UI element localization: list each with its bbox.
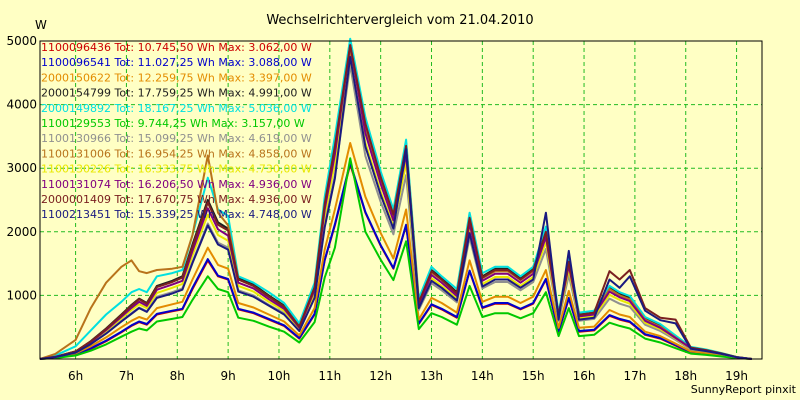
series-line [39, 44, 752, 360]
y-axis-unit: W [35, 18, 47, 32]
x-tick-label: 6h [68, 369, 83, 383]
x-tick-label: 12h [369, 369, 392, 383]
legend-entry: 1100130966 Tot: 15.099,25 Wh Max: 4.619,… [41, 132, 312, 145]
legend-entry: 1100096436 Tot: 10.745,50 Wh Max: 3.062,… [41, 41, 312, 54]
legend-entry: 2000149892 Tot: 18.167,25 Wh Max: 5.036,… [41, 102, 312, 115]
x-tick-label: 17h [623, 369, 646, 383]
series-line [39, 157, 752, 360]
series-line [39, 56, 752, 360]
legend-entry: 2000154799 Tot: 17.759,25 Wh Max: 4.991,… [41, 87, 312, 100]
x-tick-label: 10h [268, 369, 291, 383]
legend-entry: 1100131074 Tot: 16.206,50 Wh Max: 4.936,… [41, 178, 312, 191]
plot-frame [39, 40, 763, 360]
x-tick-label: 14h [471, 369, 494, 383]
footer-credit: SunnyReport pinxit [691, 383, 797, 396]
legend-entry: 1100129553 Tot: 9.744,25 Wh Max: 3.157,0… [41, 117, 305, 130]
x-tick-label: 7h [119, 369, 134, 383]
legend-entry: 1100131006 Tot: 16.954,25 Wh Max: 4.858,… [41, 147, 312, 160]
y-tick-label: 1000 [6, 288, 37, 302]
x-tick-label: 16h [573, 369, 596, 383]
y-tick-label: 2000 [6, 225, 37, 239]
legend-entry: 2000001409 Tot: 17.670,75 Wh Max: 4.936,… [41, 193, 312, 206]
series-line [39, 161, 752, 360]
y-tick-label: 5000 [6, 34, 37, 48]
x-tick-label: 13h [420, 369, 443, 383]
legend-entry: 1100096541 Tot: 11.027,25 Wh Max: 3.088,… [41, 56, 312, 69]
x-tick-label: 15h [522, 369, 545, 383]
x-tick-label: 11h [318, 369, 341, 383]
y-tick-label: 3000 [6, 161, 37, 175]
legend-entry: 1100130226 Tot: 16.333,75 Wh Max: 4.730,… [41, 163, 312, 176]
x-tick-label: 18h [674, 369, 697, 383]
series-lines [39, 37, 752, 360]
legend-entry: 2000150622 Tot: 12.259,75 Wh Max: 3.397,… [41, 71, 312, 84]
legend-entry: 1100213451 Tot: 15.339,25 Wh Max: 4.748,… [41, 208, 312, 221]
chart-title: Wechselrichtervergleich vom 21.04.2010 [266, 13, 533, 28]
series-line [39, 44, 752, 360]
y-axis-ticks: 1000 2000 3000 4000 5000 [6, 34, 37, 302]
x-axis-ticks: 6h 7h 8h 9h 10h 11h 12h 13h 14h 15h 16h 17h 18h 19h [68, 369, 748, 383]
x-tick-label: 8h [170, 369, 185, 383]
y-tick-label: 4000 [6, 98, 37, 112]
legend: 1100096436 Tot: 10.745,50 Wh Max: 3.062,… [41, 41, 312, 221]
series-line [39, 142, 752, 360]
series-line [39, 64, 752, 360]
x-tick-label: 19h [725, 369, 748, 383]
x-tick-label: 9h [221, 369, 236, 383]
